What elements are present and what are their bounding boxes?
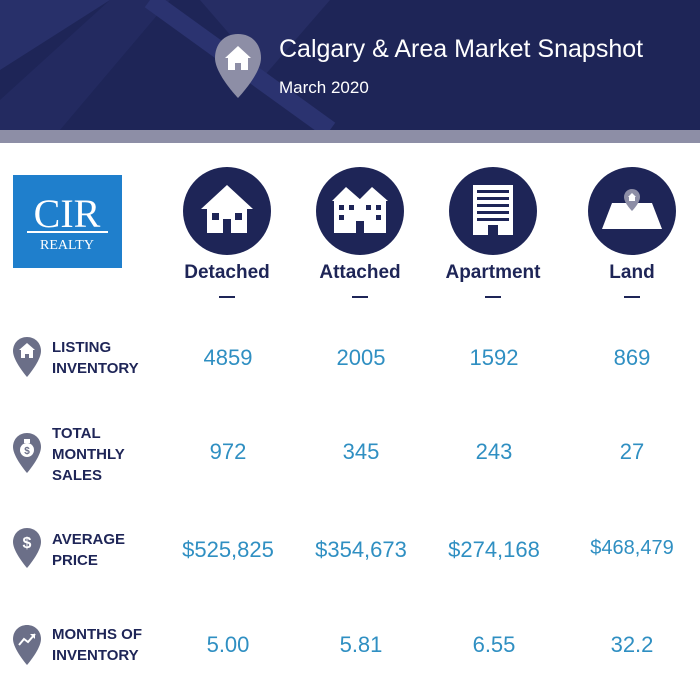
logo-main-text: CIR (34, 191, 101, 236)
row-label-total-monthly-sales: Total Monthly Sales (52, 425, 125, 484)
value-cell: 345 (342, 439, 380, 464)
apartment-building-icon (449, 167, 537, 255)
column-underline (624, 296, 640, 298)
logo-sub-text: REALTY (40, 238, 94, 253)
value-cell: 5.00 (206, 632, 250, 657)
svg-text:$: $ (23, 535, 32, 552)
house-icon (13, 337, 41, 377)
column-label-land: Land (609, 262, 655, 283)
value-cell: 27 (619, 439, 645, 464)
land-plot-icon (588, 167, 676, 255)
page-title: Calgary & Area Market Snapshot (279, 35, 644, 63)
value-cell: 1592 (469, 345, 519, 370)
page-subtitle: March 2020 (279, 78, 369, 97)
money-bag-icon: $ (13, 433, 41, 473)
value-cell: 2005 (336, 345, 386, 370)
dollar-icon: $ (13, 528, 41, 568)
column-label-apartment: Apartment (445, 262, 541, 283)
house-icon (183, 167, 271, 255)
value-cell: 243 (475, 439, 513, 464)
townhouse-icon (316, 167, 404, 255)
value-cell: $354,673 (315, 537, 407, 562)
header-decoration (0, 0, 336, 130)
column-underline (219, 296, 235, 298)
row-label-listing-inventory: Listing Inventory (52, 339, 139, 377)
trend-up-icon (13, 625, 41, 665)
svg-text:$: $ (24, 446, 30, 457)
value-cell: 32.2 (610, 632, 654, 657)
column-label-detached: Detached (184, 262, 270, 283)
cir-realty-logo: CIR REALTY (13, 175, 122, 268)
column-underline (485, 296, 501, 298)
value-cell: 6.55 (472, 632, 516, 657)
value-cell: $525,825 (182, 537, 274, 562)
house-pin-icon (215, 34, 261, 98)
value-cell: 972 (209, 439, 247, 464)
column-label-attached: Attached (319, 262, 401, 283)
header-accent-strip (0, 130, 700, 143)
value-cell: $274,168 (448, 537, 540, 562)
column-underline (352, 296, 368, 298)
row-label-average-price: Average Price (52, 531, 126, 569)
header-banner: Calgary & Area Market Snapshot March 202… (0, 0, 700, 130)
value-cell: $468,479 (590, 537, 674, 559)
value-cell: 869 (613, 345, 651, 370)
value-cell: 4859 (203, 345, 253, 370)
value-cell: 5.81 (339, 632, 383, 657)
row-label-months-of-inventory: Months of Inventory (52, 626, 142, 664)
